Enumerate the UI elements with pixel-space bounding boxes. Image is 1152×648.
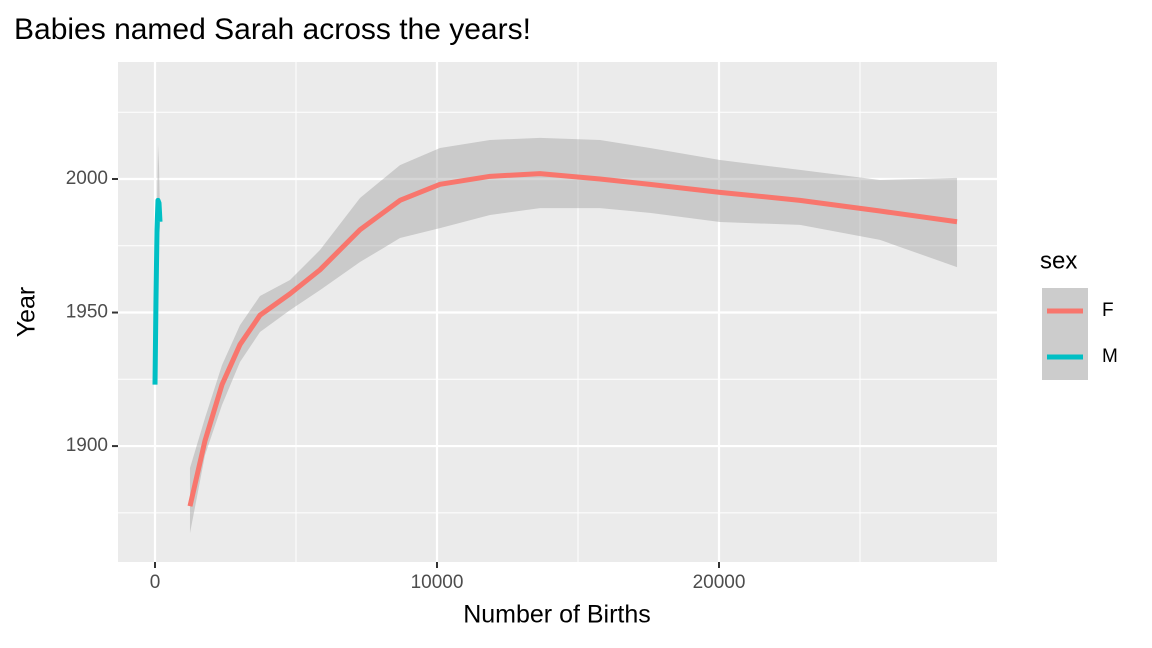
marks [152,137,958,534]
legend-label: M [1102,346,1118,367]
legend: sex F M [1040,247,1118,380]
smooth-line [187,171,958,507]
smooth-line [152,197,163,385]
y-tick-label: 2000 [66,168,108,189]
legend-label: F [1102,300,1114,321]
y-tick-label: 1900 [66,435,108,456]
axes: 0 10000 20000 1900 1950 2000 [66,168,746,593]
legend-title: sex [1040,247,1077,274]
y-tick-label: 1950 [66,302,108,323]
grid [118,62,997,562]
y-axis-title: Year [13,287,41,338]
chart-title: Babies named Sarah across the years! [14,13,531,46]
x-tick-label: 0 [150,572,161,593]
x-tick-label: 10000 [411,572,464,593]
x-axis-title: Number of Births [463,601,651,629]
x-tick-label: 20000 [693,572,746,593]
confidence-band [189,137,958,534]
